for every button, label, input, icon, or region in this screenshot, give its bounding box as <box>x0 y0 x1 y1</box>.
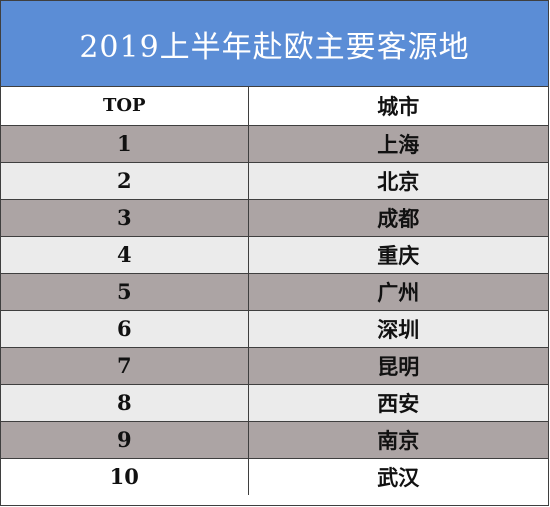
city-cell: 昆明 <box>248 346 548 384</box>
city-cell: 重庆 <box>248 235 548 273</box>
rank-cell: 5 <box>1 272 249 310</box>
rank-cell: 8 <box>1 383 249 421</box>
city-cell: 北京 <box>248 161 548 199</box>
table-row: 6 深圳 <box>1 309 548 347</box>
ranking-table: TOP 城市 1 上海 2 北京 3 成都 4 重庆 5 广州 <box>1 87 548 495</box>
city-cell: 广州 <box>248 272 548 310</box>
city-cell: 南京 <box>248 420 548 458</box>
table-row: 3 成都 <box>1 198 548 236</box>
header-row: TOP 城市 <box>1 87 548 125</box>
table-row: 7 昆明 <box>1 346 548 384</box>
rank-cell: 4 <box>1 235 249 273</box>
table-title: 2019上半年赴欧主要客源地 <box>1 1 548 87</box>
city-cell: 上海 <box>248 124 548 162</box>
city-cell: 武汉 <box>248 457 548 495</box>
table-row: 4 重庆 <box>1 235 548 273</box>
table-row: 1 上海 <box>1 124 548 162</box>
table-row: 9 南京 <box>1 420 548 458</box>
city-cell: 成都 <box>248 198 548 236</box>
rank-cell: 9 <box>1 420 249 458</box>
city-cell: 西安 <box>248 383 548 421</box>
rank-cell: 1 <box>1 124 249 162</box>
table-row: 10 武汉 <box>1 457 548 495</box>
rank-cell: 7 <box>1 346 249 384</box>
city-cell: 深圳 <box>248 309 548 347</box>
rank-column-header: TOP <box>1 87 249 125</box>
table-row: 2 北京 <box>1 161 548 199</box>
table-row: 5 广州 <box>1 272 548 310</box>
rank-cell: 2 <box>1 161 249 199</box>
rank-cell: 3 <box>1 198 249 236</box>
table-row: 8 西安 <box>1 383 548 421</box>
rank-cell: 6 <box>1 309 249 347</box>
city-column-header: 城市 <box>248 87 548 125</box>
rank-cell: 10 <box>1 457 249 495</box>
